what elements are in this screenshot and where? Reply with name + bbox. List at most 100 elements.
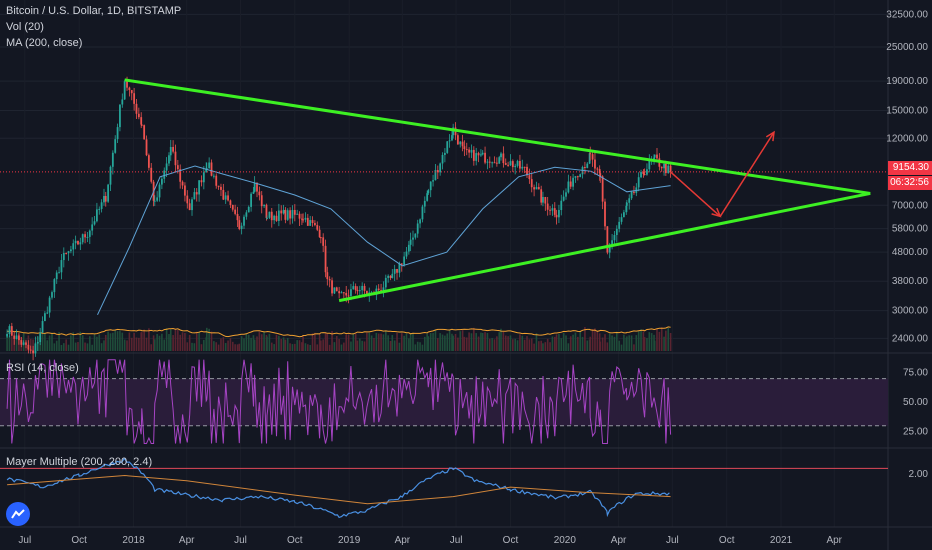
volume-bar (538, 341, 540, 351)
volume-bar (535, 333, 538, 351)
volume-bar (359, 338, 361, 351)
volume-bar (324, 332, 327, 351)
projection-down-arrowhead (711, 207, 722, 218)
volume-bar (163, 339, 166, 351)
candle-body (39, 332, 42, 343)
volume-bar (560, 338, 563, 351)
candle-body (247, 206, 250, 213)
volume-bar (91, 344, 93, 351)
rsi-legend[interactable]: RSI (14, close) (6, 362, 79, 374)
ma-legend[interactable]: MA (200, close) (6, 37, 83, 49)
volume-bar (553, 336, 556, 351)
candle-body (163, 170, 166, 179)
candle-body (533, 187, 535, 190)
volume-bar (648, 332, 651, 351)
volume-bar (280, 338, 283, 351)
volume-bar (181, 332, 184, 351)
candle-body (128, 87, 131, 91)
volume-bar (296, 340, 298, 351)
volume-bar (366, 332, 368, 351)
candle-body (289, 210, 291, 219)
volume-bar (491, 338, 493, 351)
candle-body (623, 212, 625, 218)
candle-body (309, 220, 312, 226)
candle-body (58, 272, 60, 274)
mayer-legend[interactable]: Mayer Multiple (200, 200, 2.4) (6, 456, 153, 468)
volume-bar (331, 331, 333, 351)
candle-body (181, 181, 184, 186)
candle-body (263, 204, 265, 207)
candle-body (562, 196, 565, 201)
volume-bar (343, 342, 345, 351)
candle-body (523, 166, 526, 168)
candle-body (32, 350, 34, 354)
volume-bar (284, 339, 287, 351)
volume-bar (286, 338, 289, 351)
candle-body (191, 199, 193, 211)
volume-bar (39, 341, 41, 351)
volume-bar (594, 328, 596, 351)
volume-bar (205, 327, 208, 351)
candle-body (507, 164, 510, 166)
candle-body (653, 154, 656, 158)
tradingview-logo-icon[interactable] (6, 502, 30, 526)
candle-body (318, 229, 321, 238)
candle-body (224, 195, 227, 200)
volume-bar (150, 344, 153, 351)
volume-bar (126, 340, 128, 351)
candle-body (579, 174, 582, 177)
candle-body (432, 180, 434, 182)
candle-body (184, 185, 186, 196)
candle-body (572, 177, 574, 187)
volume-bar (243, 338, 245, 351)
candle-body (13, 335, 16, 339)
volume-bar (268, 333, 271, 351)
candle-body (416, 223, 419, 234)
time-axis-label: Jul (18, 535, 31, 546)
candle-body (648, 160, 651, 170)
volume-bar (551, 336, 554, 351)
candle-body (664, 163, 667, 174)
candle-body (493, 162, 496, 164)
candle-body (240, 225, 243, 230)
candle-body (316, 225, 319, 230)
candle-body (111, 152, 114, 167)
volume-bar (584, 327, 586, 351)
candle-body (74, 240, 77, 244)
volume-bar (256, 336, 258, 351)
countdown-tag: 06:32:56 (888, 176, 932, 190)
volume-bar (208, 328, 210, 351)
volume-bar (434, 329, 437, 351)
candle-body (176, 165, 179, 170)
candle-body (123, 81, 126, 100)
volume-bar (486, 333, 489, 351)
candle-body (384, 277, 387, 288)
volume-bar (222, 337, 225, 351)
volume-bar (153, 339, 156, 351)
candle-body (475, 153, 478, 161)
price-axis-label: 25000.00 (886, 42, 928, 53)
candle-body (396, 268, 398, 273)
candle-body (516, 160, 519, 166)
volume-bar (354, 333, 357, 351)
candle-body (345, 292, 348, 296)
volume-bar (451, 333, 453, 351)
candle-body (365, 290, 368, 295)
volume-bar (307, 344, 309, 351)
candle-body (284, 209, 287, 220)
volume-bar (328, 344, 331, 351)
candle-body (220, 186, 222, 190)
volume-bar (352, 332, 355, 351)
candle-body (567, 181, 570, 193)
candle-body (198, 180, 201, 195)
volume-bar (135, 337, 138, 351)
candle-body (331, 280, 333, 294)
volume-bar (8, 336, 11, 351)
vol-legend[interactable]: Vol (20) (6, 21, 44, 33)
volume-bar (405, 333, 408, 351)
volume-bar (493, 339, 496, 351)
candle-body (103, 195, 105, 203)
candle-body (363, 285, 366, 291)
candle-body (22, 342, 25, 345)
candle-body (140, 117, 143, 125)
